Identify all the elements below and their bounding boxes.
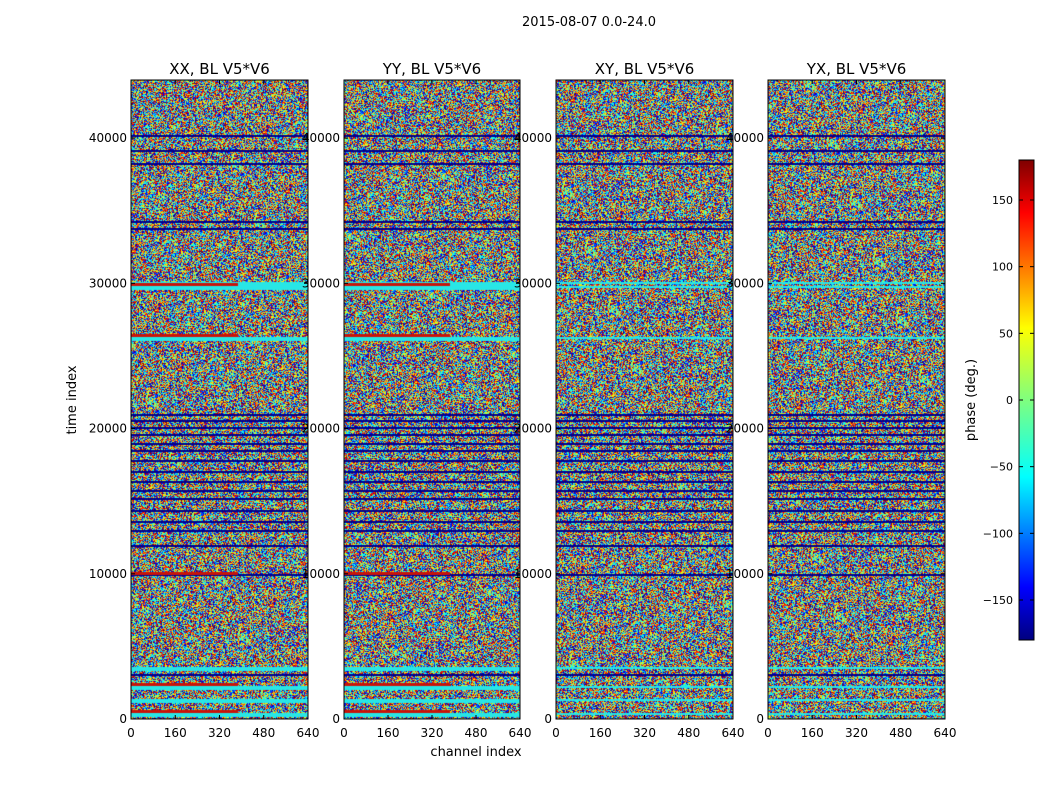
- y-tick-label: 20000: [302, 422, 340, 436]
- colorbar-tick-label: 100: [992, 261, 1013, 274]
- y-tick-label: 30000: [726, 276, 764, 290]
- panel-xy: XY, BL V5*V6: [555, 60, 734, 720]
- x-tick-label: 320: [208, 726, 231, 740]
- y-tick-label: 0: [544, 712, 552, 726]
- y-tick-label: 30000: [302, 276, 340, 290]
- panel-title-yx: YX, BL V5*V6: [806, 60, 907, 78]
- colorbar: −150 −100 −50 0 50 100 150 phase (deg.): [964, 159, 1035, 641]
- x-tick-label: 160: [589, 726, 612, 740]
- panel-yx: YX, BL V5*V6: [767, 60, 946, 720]
- y-tick-label: 20000: [514, 422, 552, 436]
- x-tick-label: 480: [465, 726, 488, 740]
- x-tick-label: 160: [801, 726, 824, 740]
- colorbar-tick-label: 0: [1006, 394, 1013, 407]
- x-tick-label: 480: [677, 726, 700, 740]
- y-tick-label: 10000: [89, 567, 127, 581]
- heatmap-yx: [768, 80, 945, 719]
- x-axis-label: channel index: [430, 745, 521, 760]
- x-tick-label: 320: [421, 726, 444, 740]
- panel-xx: XX, BL V5*V6: [130, 60, 309, 720]
- x-tick-label: 0: [340, 726, 348, 740]
- colorbar-tick-label: −50: [990, 461, 1013, 474]
- colorbar-label: phase (deg.): [964, 359, 979, 441]
- y-tick-label: 30000: [89, 276, 127, 290]
- y-tick-label: 40000: [89, 131, 127, 145]
- y-tick-label: 0: [119, 712, 127, 726]
- y-tick-label: 10000: [514, 567, 552, 581]
- axis-ticks: 0 160 320 480 640 0 10000 20000 30000 40000 0 160 32…: [89, 80, 957, 740]
- y-tick-label: 0: [332, 712, 340, 726]
- x-tick-label: 160: [377, 726, 400, 740]
- colorbar-ticks: −150 −100 −50 0 50 100 150: [983, 194, 1034, 607]
- colorbar-tick-label: −150: [983, 594, 1013, 607]
- colorbar-tick-label: 50: [999, 327, 1013, 340]
- panel-title-yy: YY, BL V5*V6: [382, 60, 481, 78]
- y-tick-label: 40000: [302, 131, 340, 145]
- heatmap-yy: [344, 80, 520, 719]
- panel-title-xx: XX, BL V5*V6: [169, 60, 270, 78]
- y-axis-label: time index: [65, 365, 80, 434]
- x-tick-label: 640: [509, 726, 532, 740]
- x-tick-label: 640: [297, 726, 320, 740]
- x-tick-label: 320: [845, 726, 868, 740]
- x-tick-label: 0: [552, 726, 560, 740]
- y-tick-label: 20000: [89, 422, 127, 436]
- x-tick-label: 640: [722, 726, 745, 740]
- x-tick-label: 160: [164, 726, 187, 740]
- y-tick-label: 0: [756, 712, 764, 726]
- heatmap-xx: [131, 80, 308, 719]
- x-tick-label: 480: [252, 726, 275, 740]
- x-tick-label: 640: [934, 726, 957, 740]
- y-tick-label: 10000: [726, 567, 764, 581]
- y-tick-label: 30000: [514, 276, 552, 290]
- x-tick-label: 0: [127, 726, 135, 740]
- x-tick-label: 0: [764, 726, 772, 740]
- colorbar-tick-label: 150: [992, 194, 1013, 207]
- colorbar-tick-label: −100: [983, 527, 1013, 540]
- panel-title-xy: XY, BL V5*V6: [595, 60, 695, 78]
- y-tick-label: 20000: [726, 422, 764, 436]
- figure-suptitle: 2015-08-07 0.0-24.0: [522, 15, 656, 30]
- heatmap-xy: [556, 80, 733, 719]
- y-tick-label: 40000: [514, 131, 552, 145]
- y-tick-label: 10000: [302, 567, 340, 581]
- panel-yy: YY, BL V5*V6: [343, 60, 521, 720]
- y-tick-label: 40000: [726, 131, 764, 145]
- x-tick-label: 320: [633, 726, 656, 740]
- x-tick-label: 480: [889, 726, 912, 740]
